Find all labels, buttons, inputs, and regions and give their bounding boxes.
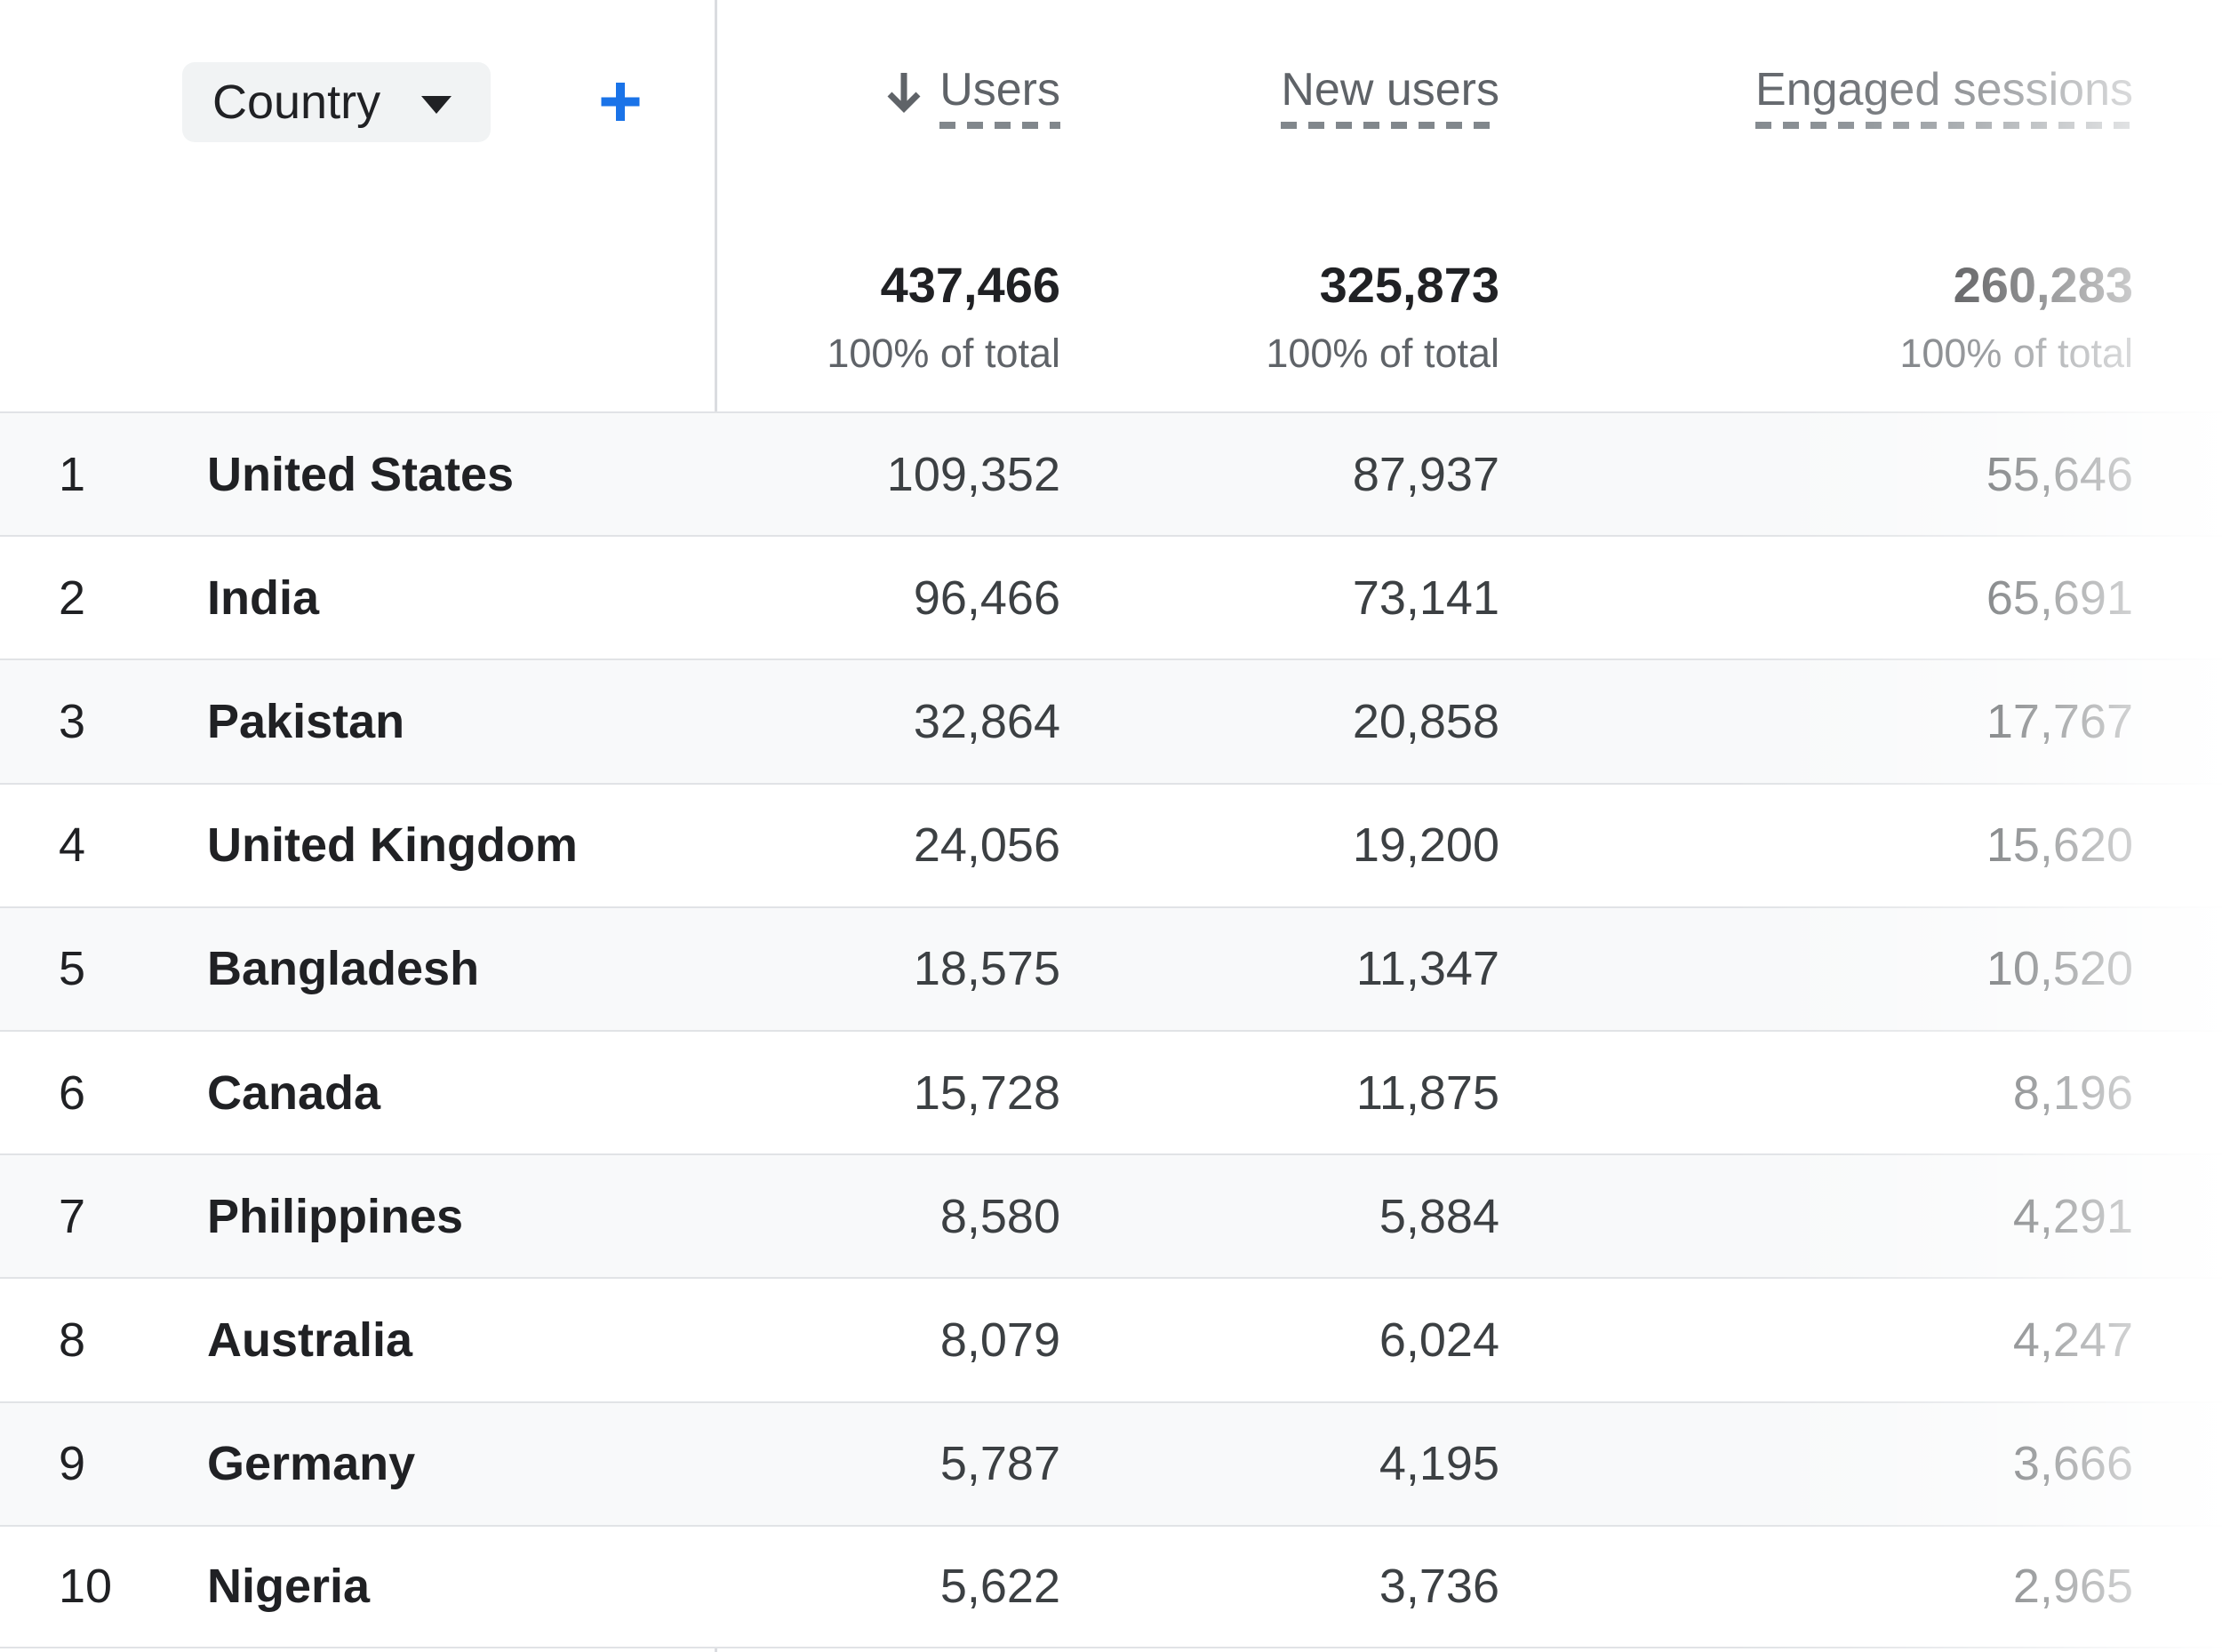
sort-descending-arrow-icon (887, 73, 921, 113)
column-header-users: Users 437,466 100% of total (827, 67, 1060, 373)
country-name: United Kingdom (207, 818, 578, 873)
column-percent-of-total: 100% of total (827, 331, 1060, 376)
users-value: 18,575 (913, 942, 1060, 996)
add-secondary-dimension-button[interactable] (583, 64, 658, 139)
metric-definition-underline (1755, 122, 2133, 129)
country-name: United States (207, 447, 515, 501)
country-name: Nigeria (207, 1560, 371, 1614)
column-total: 437,466 (880, 257, 1060, 313)
engaged-sessions-value: 3,666 (2012, 1437, 2133, 1491)
new-users-value: 5,884 (1379, 1189, 1499, 1243)
country-name: India (207, 571, 320, 625)
country-name: Bangladesh (207, 942, 480, 996)
column-header-engaged-sessions: Engaged sessions 260,283 100% of total (1755, 67, 2133, 373)
table-row: 9 Germany 5,787 4,195 3,666 (0, 1401, 2222, 1525)
table-row: 10 Nigeria 5,622 3,736 2,965 (0, 1524, 2222, 1648)
row-index: 9 (59, 1437, 86, 1491)
row-index: 8 (59, 1313, 86, 1367)
new-users-value: 11,347 (1355, 942, 1499, 996)
new-users-value: 4,195 (1379, 1437, 1499, 1491)
users-value: 24,056 (913, 818, 1060, 873)
users-value: 109,352 (886, 447, 1060, 501)
table-row: 7 Philippines 8,580 5,884 4,291 (0, 1153, 2222, 1278)
table-row: 2 India 96,466 73,141 65,691 (0, 535, 2222, 659)
sort-header-users[interactable]: Users (884, 67, 1060, 129)
country-name: Germany (207, 1437, 416, 1491)
row-index: 6 (59, 1065, 86, 1120)
sort-header-new-users[interactable]: New users (1281, 67, 1499, 129)
row-index: 2 (59, 571, 86, 625)
engaged-sessions-value: 55,646 (1986, 447, 2133, 501)
dimension-selector-label: Country (212, 76, 381, 129)
row-index: 4 (59, 818, 86, 873)
table-row: 5 Bangladesh 18,575 11,347 10,520 (0, 906, 2222, 1030)
country-name: Philippines (207, 1189, 464, 1243)
engaged-sessions-value: 4,291 (2012, 1189, 2133, 1243)
sort-header-engaged-sessions[interactable]: Engaged sessions (1755, 67, 2133, 129)
metric-definition-underline (939, 122, 1060, 129)
country-name: Pakistan (207, 694, 405, 748)
users-value: 32,864 (913, 694, 1060, 748)
row-index: 1 (59, 447, 86, 501)
engaged-sessions-value: 15,620 (1986, 818, 2133, 873)
metric-definition-underline (1281, 122, 1499, 129)
engaged-sessions-value: 65,691 (1986, 571, 2133, 625)
column-percent-of-total: 100% of total (1899, 331, 2133, 376)
column-total: 260,283 (1953, 257, 2133, 313)
users-value: 8,079 (939, 1313, 1060, 1367)
table-row: 4 United Kingdom 24,056 19,200 15,620 (0, 782, 2222, 906)
new-users-value: 6,024 (1379, 1313, 1499, 1367)
engaged-sessions-value: 2,965 (2012, 1560, 2133, 1614)
new-users-value: 20,858 (1352, 694, 1499, 748)
column-label: Users (939, 64, 1060, 116)
users-value: 15,728 (913, 1065, 1060, 1120)
column-label: Engaged sessions (1755, 64, 2133, 116)
dropdown-caret-icon (421, 96, 452, 114)
users-value: 5,622 (939, 1560, 1060, 1614)
new-users-value: 3,736 (1379, 1560, 1499, 1614)
engaged-sessions-value: 4,247 (2012, 1313, 2133, 1367)
column-percent-of-total: 100% of total (1266, 331, 1499, 376)
engaged-sessions-value: 8,196 (2012, 1065, 2133, 1120)
row-index: 10 (59, 1560, 113, 1614)
dimension-selector-button[interactable]: Country (182, 62, 491, 142)
row-index: 3 (59, 694, 86, 748)
new-users-value: 19,200 (1352, 818, 1499, 873)
plus-icon (601, 82, 640, 121)
column-label: New users (1281, 64, 1499, 116)
table-row: 1 United States 109,352 87,937 55,646 (0, 411, 2222, 536)
column-header-new-users: New users 325,873 100% of total (1266, 67, 1499, 373)
new-users-value: 73,141 (1352, 571, 1499, 625)
table-row: 6 Canada 15,728 11,875 8,196 (0, 1029, 2222, 1154)
new-users-value: 11,875 (1355, 1065, 1499, 1120)
engaged-sessions-value: 10,520 (1986, 942, 2133, 996)
users-value: 5,787 (939, 1437, 1060, 1491)
row-index: 7 (59, 1189, 86, 1243)
country-name: Australia (207, 1313, 413, 1367)
country-name: Canada (207, 1065, 381, 1120)
table-row: 3 Pakistan 32,864 20,858 17,767 (0, 658, 2222, 783)
row-index: 5 (59, 942, 86, 996)
table-row: 8 Australia 8,079 6,024 4,247 (0, 1277, 2222, 1401)
table-body: 1 United States 109,352 87,937 55,646 2 … (0, 411, 2222, 1648)
engaged-sessions-value: 17,767 (1986, 694, 2133, 748)
users-value: 8,580 (939, 1189, 1060, 1243)
new-users-value: 87,937 (1352, 447, 1499, 501)
column-total: 325,873 (1319, 257, 1499, 313)
users-value: 96,466 (913, 571, 1060, 625)
